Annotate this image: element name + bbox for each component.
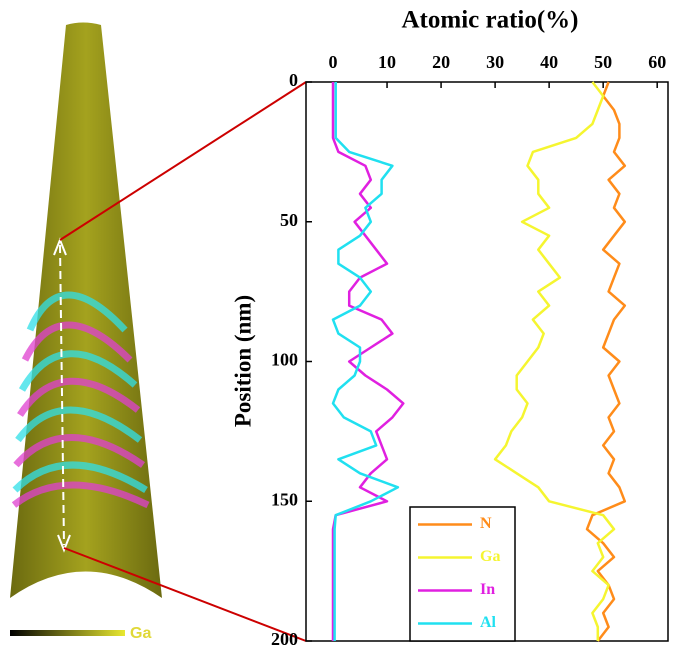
legend-label: In bbox=[480, 581, 495, 598]
position-tick-label: 150 bbox=[271, 489, 298, 509]
zoom-line bbox=[59, 81, 307, 241]
ratio-tick-label: 40 bbox=[540, 52, 558, 72]
ratio-tick-label: 30 bbox=[486, 52, 504, 72]
legend-label: Ga bbox=[480, 548, 500, 565]
position-tick-label: 200 bbox=[271, 629, 298, 649]
position-tick-label: 100 bbox=[271, 350, 298, 370]
chart-title: Atomic ratio(%) bbox=[401, 7, 578, 34]
axis-title: Position (nm) bbox=[230, 295, 255, 427]
legend-label: Al bbox=[480, 614, 497, 631]
legend bbox=[409, 506, 516, 642]
zoom-line bbox=[63, 547, 307, 642]
series-line bbox=[585, 81, 627, 642]
legend-label: N bbox=[480, 515, 492, 532]
series-line bbox=[493, 81, 616, 641]
colorbar-label: Ga bbox=[130, 625, 151, 642]
position-tick-label: 0 bbox=[289, 70, 298, 90]
series-line bbox=[331, 82, 405, 641]
ratio-tick-label: 10 bbox=[378, 52, 396, 72]
ratio-tick-label: 50 bbox=[594, 52, 612, 72]
arrow bbox=[59, 244, 65, 546]
specimen bbox=[10, 22, 162, 598]
position-tick-label: 50 bbox=[280, 210, 298, 230]
specimen-image: Ga bbox=[10, 22, 307, 642]
ratio-tick-label: 0 bbox=[329, 52, 338, 72]
ratio-tick-label: 60 bbox=[648, 52, 666, 72]
series-line bbox=[331, 82, 400, 641]
colorbar bbox=[10, 630, 125, 636]
ratio-tick-label: 20 bbox=[432, 52, 450, 72]
layers bbox=[11, 291, 150, 509]
